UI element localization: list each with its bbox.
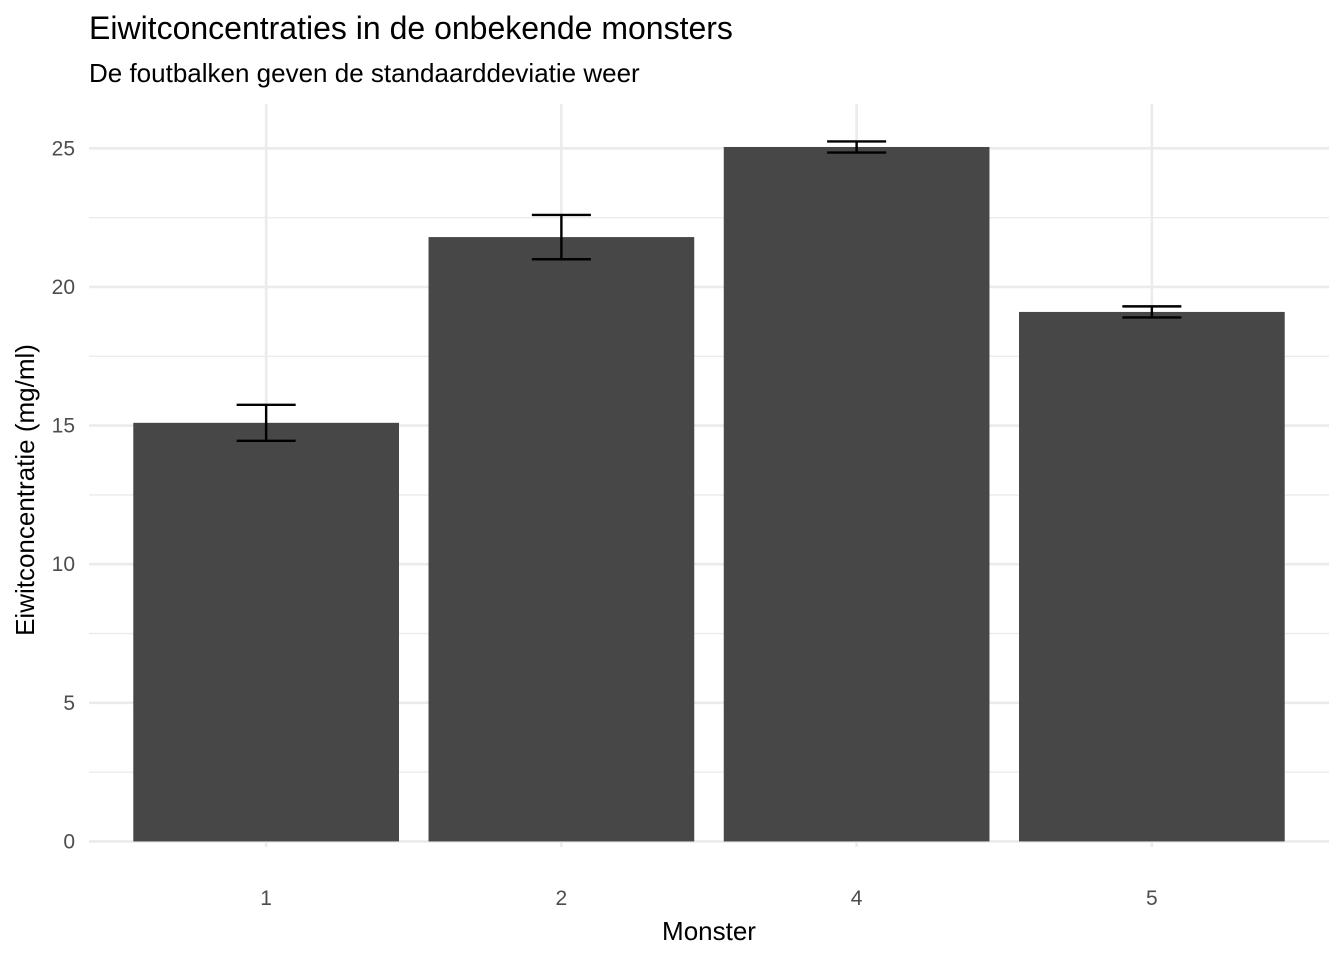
y-tick-label: 15 bbox=[52, 415, 75, 438]
bars bbox=[133, 146, 1285, 842]
chart-title: Eiwitconcentraties in de onbekende monst… bbox=[89, 10, 733, 46]
x-axis-ticks: 1 2 4 5 bbox=[260, 887, 1157, 910]
x-tick-label: 2 bbox=[556, 887, 568, 910]
chart-subtitle: De foutbalken geven de standaarddeviatie… bbox=[89, 58, 640, 88]
x-axis-title: Monster bbox=[662, 916, 756, 946]
error-bar-monster-2 bbox=[531, 213, 591, 261]
error-bar-monster-5 bbox=[1122, 305, 1182, 319]
error-bar-monster-4 bbox=[827, 140, 887, 154]
y-tick-label: 20 bbox=[52, 276, 75, 299]
bar-monster-5 bbox=[1019, 311, 1285, 842]
bar-monster-1 bbox=[133, 422, 400, 842]
y-tick-label: 10 bbox=[52, 553, 75, 576]
x-tick-label: 4 bbox=[851, 887, 863, 910]
error-bars bbox=[236, 140, 1182, 443]
bar-monster-2 bbox=[428, 237, 695, 842]
y-tick-label: 25 bbox=[52, 137, 75, 160]
y-axis-title: Eiwitconcentratie (mg/ml) bbox=[10, 344, 40, 636]
y-tick-label: 0 bbox=[63, 830, 75, 853]
y-tick-label: 5 bbox=[63, 692, 75, 715]
error-bar-monster-1 bbox=[236, 403, 296, 443]
y-axis-ticks: 0 5 10 15 20 25 bbox=[52, 137, 75, 853]
x-tick-label: 5 bbox=[1146, 887, 1158, 910]
x-tick-label: 1 bbox=[260, 887, 272, 910]
bar-monster-4 bbox=[723, 146, 990, 842]
